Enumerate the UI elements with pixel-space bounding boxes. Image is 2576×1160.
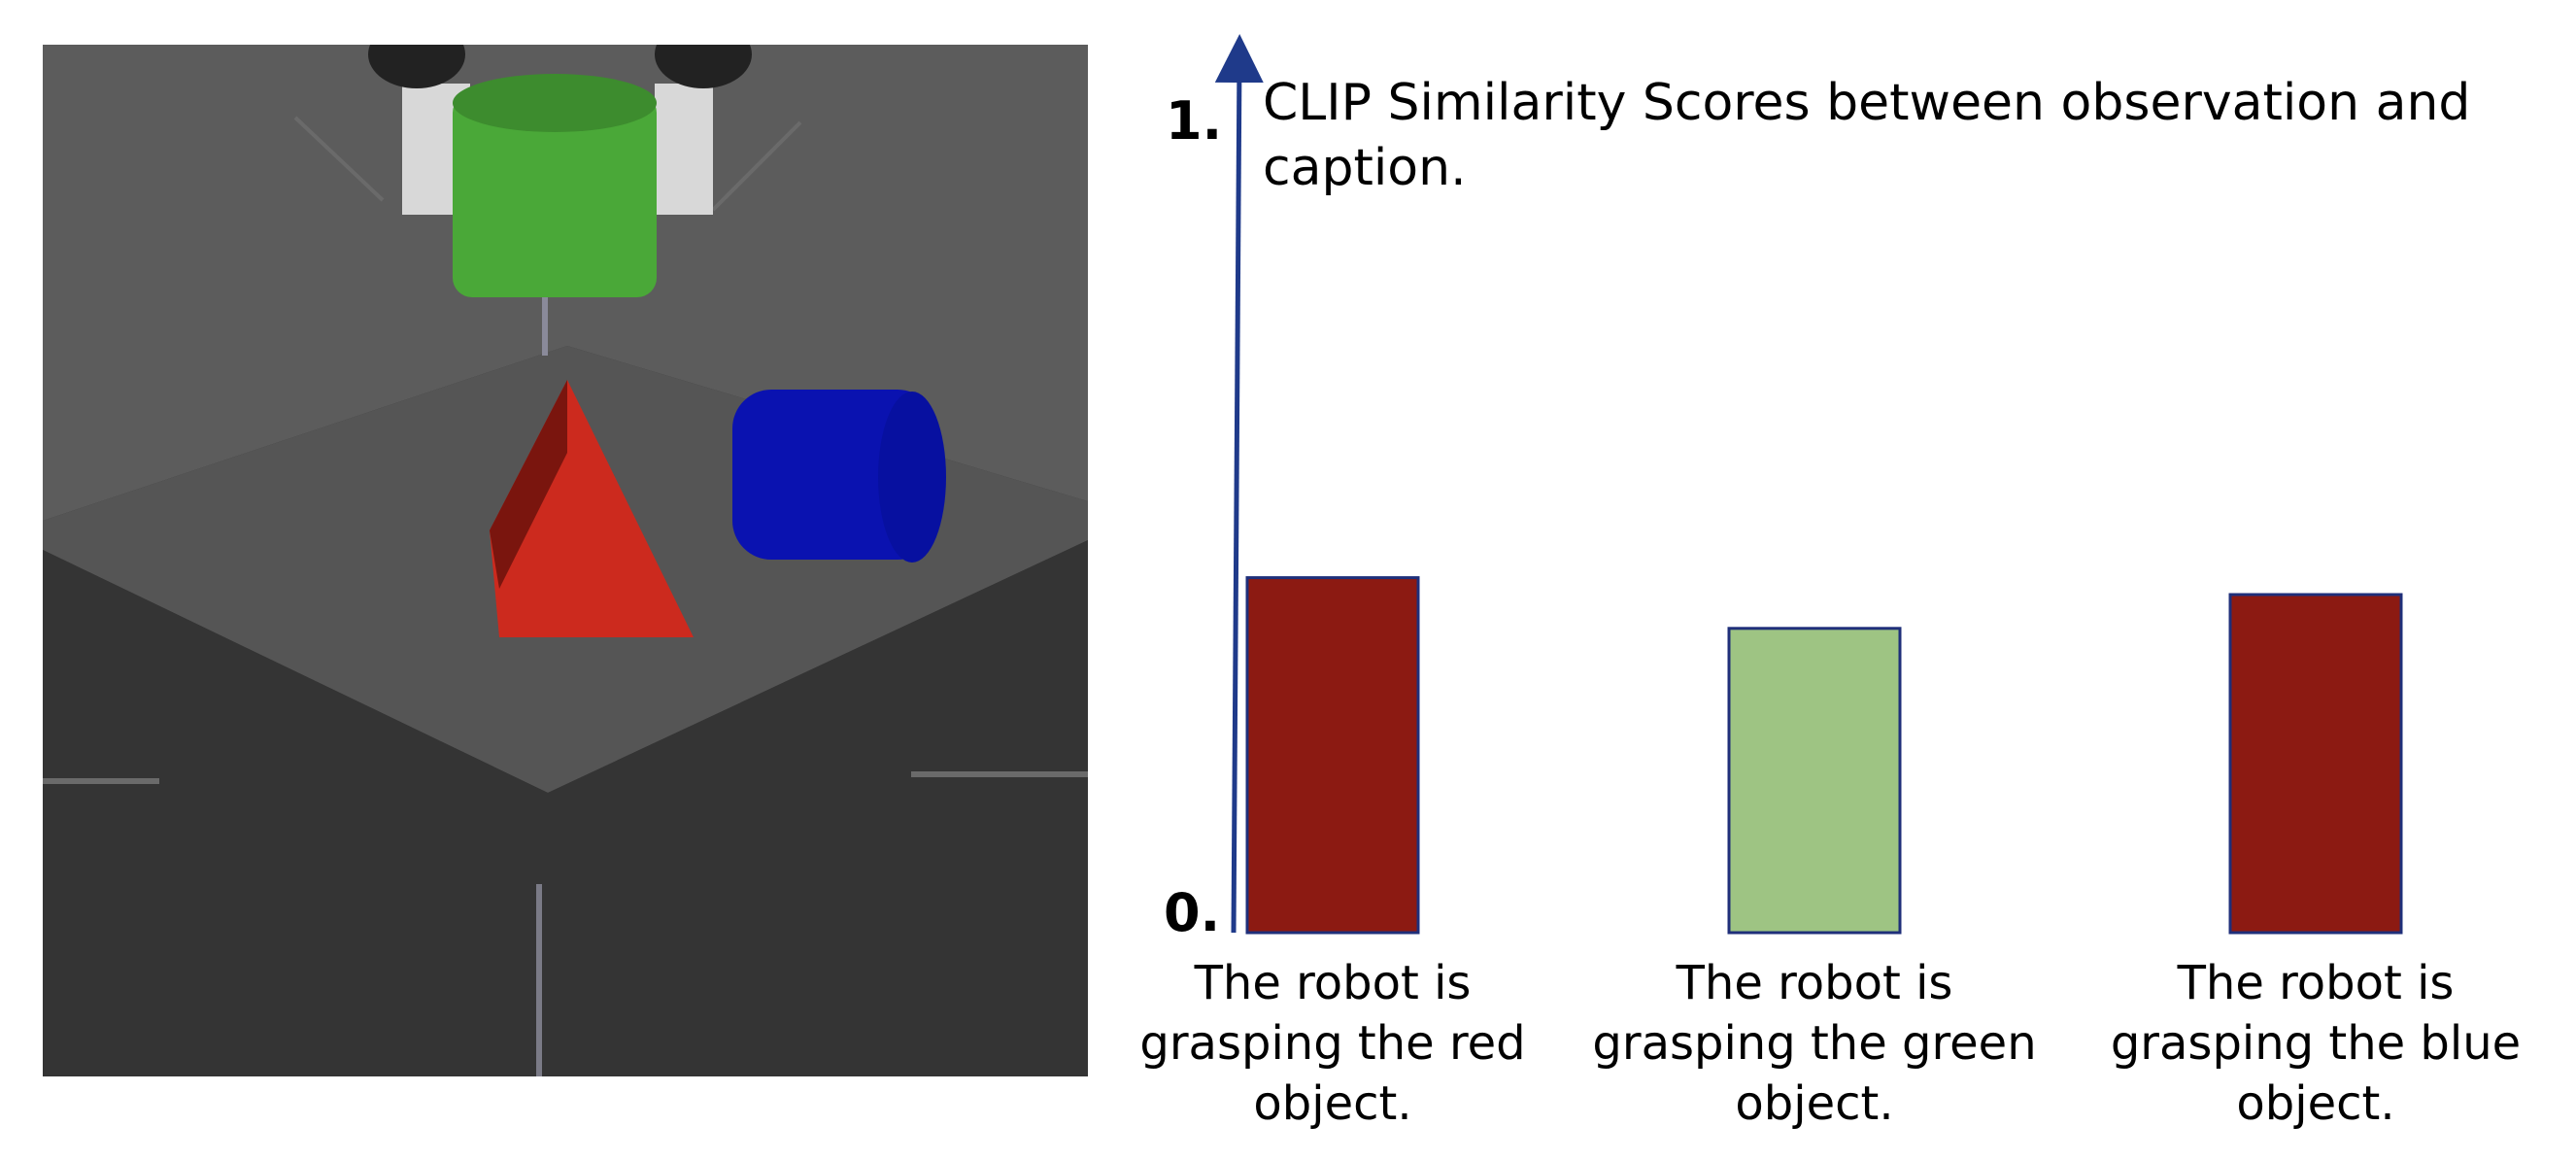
y-tick-label-top: 1. bbox=[1166, 90, 1222, 152]
category-label-1-line-1: grasping the green bbox=[1592, 1016, 2036, 1071]
chart-title-line-1: CLIP Similarity Scores between observati… bbox=[1263, 74, 2470, 132]
red-object-shadow bbox=[490, 380, 567, 589]
category-label-1-line-0: The robot is bbox=[1676, 956, 1953, 1010]
scene-table-front bbox=[43, 540, 1088, 1076]
y-tick-label-bottom: 0. bbox=[1164, 882, 1220, 943]
scene-wall-line bbox=[711, 120, 802, 212]
category-label-0-line-0: The robot is bbox=[1194, 956, 1472, 1010]
bar-1 bbox=[1727, 627, 1902, 935]
green-object-top bbox=[453, 74, 657, 132]
bar-0 bbox=[1245, 576, 1420, 935]
bar-group bbox=[1245, 576, 2403, 935]
clip-similarity-chart: CLIP Similarity Scores between observati… bbox=[1139, 34, 2521, 1131]
category-label-2-line-2: object. bbox=[2236, 1076, 2394, 1131]
chart-title-line-2: caption. bbox=[1263, 139, 1467, 197]
category-label-1-line-2: object. bbox=[1735, 1076, 1893, 1131]
bar-2 bbox=[2228, 593, 2403, 935]
scene-floor-line bbox=[43, 778, 159, 784]
gripper-knuckle-left bbox=[368, 45, 465, 88]
y-axis-arrow bbox=[1214, 34, 1264, 934]
blue-object-end bbox=[878, 392, 946, 563]
category-label-2-line-1: grasping the blue bbox=[2111, 1016, 2521, 1071]
robot-scene-image bbox=[43, 45, 1088, 1076]
gripper-knuckle-right bbox=[655, 45, 752, 88]
scene-floor-line bbox=[536, 884, 542, 1076]
gripper-finger-right bbox=[655, 84, 713, 215]
category-label-0-line-1: grasping the red bbox=[1139, 1016, 1525, 1071]
green-object bbox=[453, 93, 657, 297]
category-label-2-line-0: The robot is bbox=[2177, 956, 2455, 1010]
scene-wall-line bbox=[293, 116, 385, 202]
category-label-0-line-2: object. bbox=[1253, 1076, 1411, 1131]
scene-floor-line bbox=[911, 771, 1088, 777]
